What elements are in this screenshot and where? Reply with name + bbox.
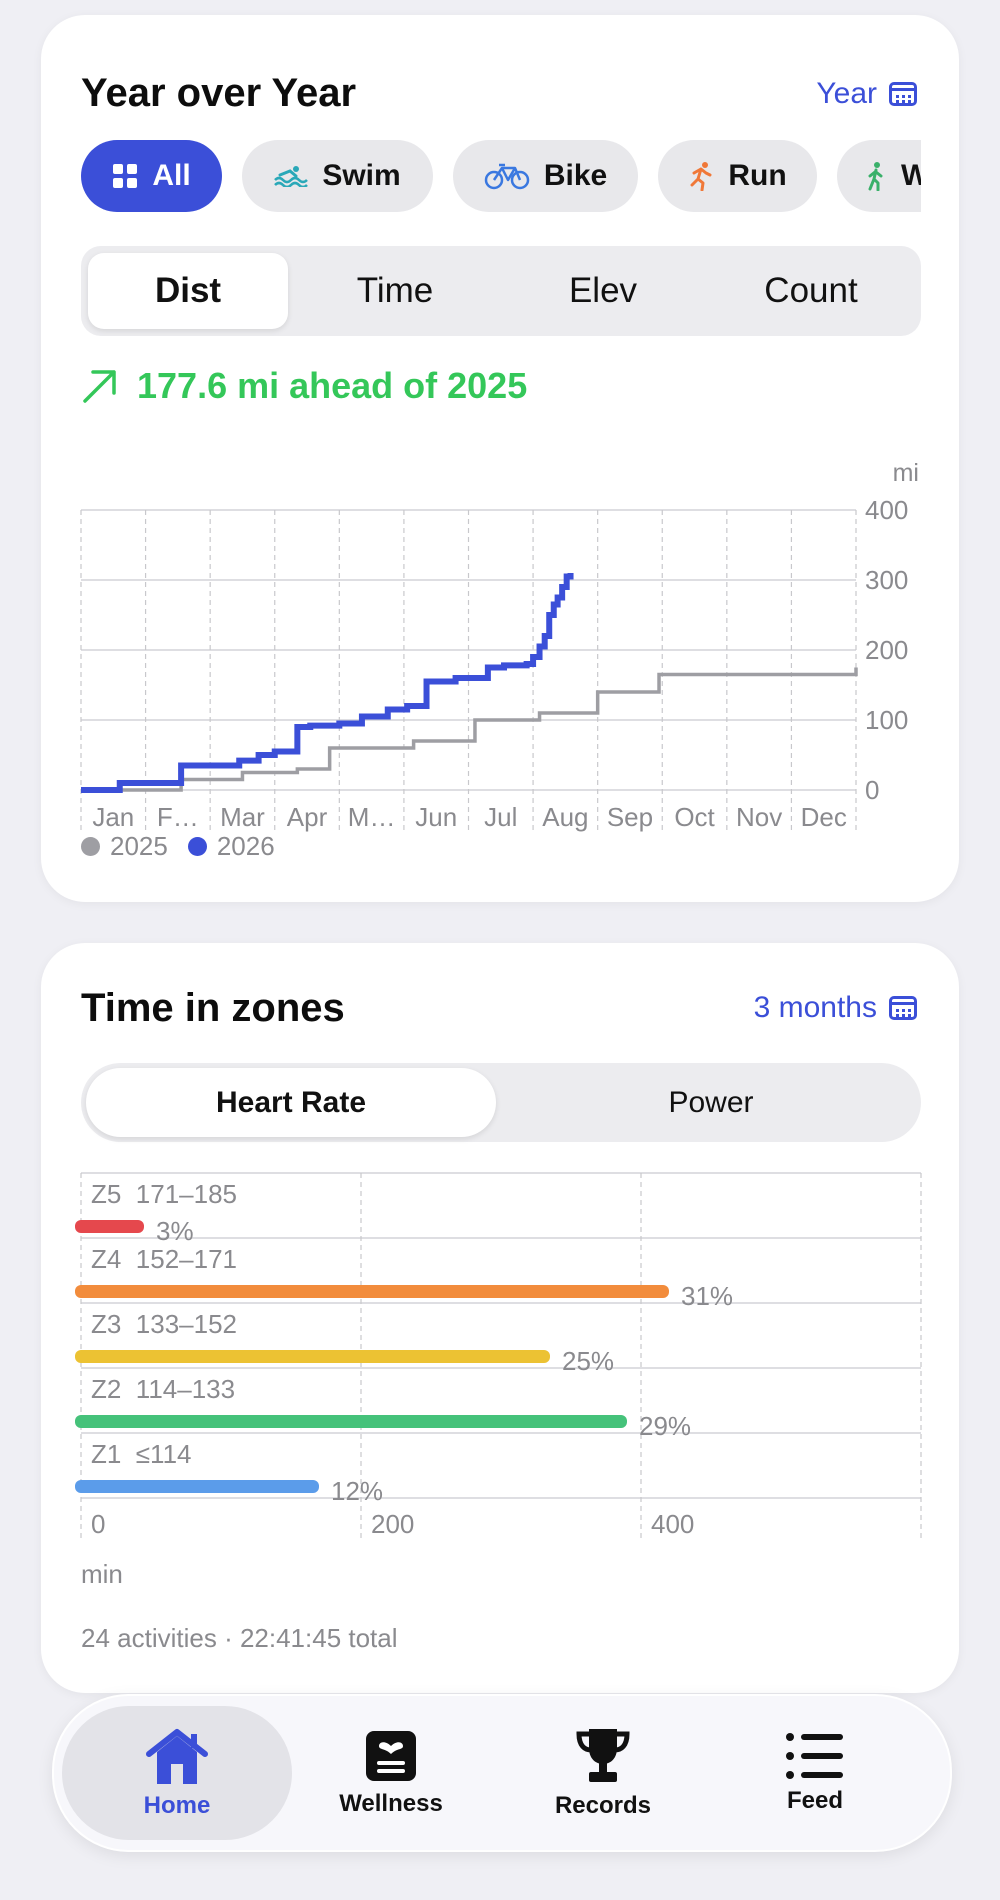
y-tick-label: 300	[865, 565, 908, 595]
tab-wellness[interactable]: Wellness	[276, 1706, 506, 1840]
x-tick-label: Nov	[736, 802, 782, 832]
sport-chip-label: Run	[728, 159, 787, 192]
x-tick-label: 400	[651, 1509, 694, 1539]
metric-segmented-control: Dist Time Elev Count	[81, 246, 921, 336]
x-tick-label: Sep	[607, 802, 653, 832]
year-over-year-chart: mi 0 100 200 300 400 Jan F… Mar Apr M… Jun Jul Aug Sep…	[80, 459, 919, 832]
x-tick-label: 0	[91, 1509, 105, 1539]
zone-bar	[75, 1220, 144, 1233]
x-tick-label: Jan	[92, 802, 134, 832]
zone-label: Z4 152–171	[91, 1244, 237, 1274]
tab-home[interactable]: Home	[62, 1706, 292, 1840]
zone-percent-label: 12%	[331, 1476, 383, 1506]
yoy-legend: 2025 2026	[81, 831, 275, 862]
zone-label: Z5 171–185	[91, 1179, 237, 1209]
yoy-title: Year over Year	[81, 71, 357, 115]
trophy-icon	[576, 1729, 630, 1782]
x-tick-label: Dec	[801, 802, 847, 832]
x-tick-label: 200	[371, 1509, 414, 1539]
x-tick-label: M…	[348, 802, 396, 832]
tab-label: Home	[143, 1792, 211, 1819]
zone-label: Z3 133–152	[91, 1309, 237, 1339]
grid-icon	[113, 164, 138, 188]
trend-up-arrow-icon	[83, 370, 116, 403]
y-unit-label: mi	[893, 459, 919, 487]
x-tick-label: Mar	[220, 802, 265, 832]
sport-chip-label: Bike	[543, 159, 608, 192]
yoy-range-button[interactable]: Year	[816, 77, 917, 111]
x-tick-label: Jul	[484, 802, 517, 832]
series-line-2026	[81, 573, 574, 793]
tab-label: Wellness	[339, 1790, 443, 1817]
metric-tab-time[interactable]: Time	[356, 271, 434, 310]
legend-item-2025: 2025	[81, 831, 168, 862]
zone-bar	[75, 1285, 669, 1298]
sport-chip-all[interactable]: All	[81, 140, 222, 212]
metric-tab-count[interactable]: Count	[764, 271, 858, 310]
legend-label-2026: 2026	[216, 831, 275, 861]
zone-mode-segmented-control: Heart Rate Power	[81, 1063, 921, 1142]
walk-icon	[868, 162, 883, 191]
mode-tab-heart-rate[interactable]: Heart Rate	[86, 1068, 496, 1137]
x-tick-label: Jun	[415, 802, 457, 832]
calendar-icon	[889, 996, 917, 1020]
x-tick-label: Oct	[674, 802, 715, 832]
zone-percent-label: 25%	[562, 1346, 614, 1376]
ahead-text: 177.6 mi ahead of 2025	[137, 365, 528, 406]
tab-records[interactable]: Records	[488, 1706, 718, 1840]
y-tick-label: 400	[865, 495, 908, 525]
zone-bar	[75, 1415, 627, 1428]
ahead-summary: 177.6 mi ahead of 2025	[81, 365, 527, 407]
year-over-year-card: Year over Year Year All Swim	[41, 15, 959, 902]
wellness-icon	[366, 1731, 416, 1781]
bottom-tab-bar: Home Wellness Records Feed	[52, 1694, 952, 1852]
legend-dot-2025	[81, 837, 100, 856]
bike-icon	[484, 163, 530, 190]
sport-chip-bike[interactable]: Bike	[453, 140, 638, 212]
zone-label: Z1 ≤114	[91, 1439, 192, 1469]
home-icon	[146, 1729, 208, 1784]
metric-tab-dist[interactable]: Dist	[88, 253, 288, 329]
sport-chip-run[interactable]: Run	[658, 140, 817, 212]
tab-label: Feed	[786, 1787, 843, 1814]
time-in-zones-card: Time in zones 3 months Heart Rate Power …	[41, 943, 959, 1693]
mode-tab-power[interactable]: Power	[668, 1085, 754, 1119]
y-tick-label: 100	[865, 705, 908, 735]
zone-label: Z2 114–133	[91, 1374, 235, 1404]
run-icon	[690, 162, 712, 191]
swim-icon	[274, 166, 309, 187]
y-tick-label: 200	[865, 635, 908, 665]
zones-summary: 24 activities · 22:41:45 total	[81, 1623, 398, 1653]
sport-chip-swim[interactable]: Swim	[242, 140, 433, 212]
zones-range-label: 3 months	[753, 991, 877, 1024]
zone-bar	[75, 1480, 319, 1493]
zone-percent-label: 31%	[681, 1281, 733, 1311]
zone-bar	[75, 1350, 550, 1363]
legend-label-2025: 2025	[110, 831, 168, 861]
sport-chip-label: All	[152, 159, 191, 192]
x-tick-label: F…	[157, 802, 199, 832]
zones-title: Time in zones	[81, 986, 345, 1030]
time-in-zones-chart: 0 200 400 Z5 171–185 3%Z4 152–171 31% Z3 133–1…	[75, 1172, 922, 1539]
zone-percent-label: 3%	[156, 1216, 194, 1246]
zone-percent-label: 29%	[639, 1411, 691, 1441]
tab-label: Records	[554, 1792, 652, 1819]
legend-item-2026: 2026	[187, 831, 275, 862]
x-tick-label: Apr	[287, 802, 328, 832]
sport-chip-walk[interactable]: W	[837, 140, 921, 212]
legend-dot-2026	[187, 837, 207, 856]
yoy-range-label: Year	[816, 77, 877, 110]
sport-filter: All Swim Bike Run	[81, 140, 921, 212]
metric-tab-elev[interactable]: Elev	[568, 271, 638, 310]
calendar-icon	[889, 82, 917, 106]
x-tick-label: Aug	[542, 802, 588, 832]
sport-chip-label: Swim	[322, 159, 401, 192]
tab-feed[interactable]: Feed	[700, 1706, 930, 1840]
zones-range-button[interactable]: 3 months	[754, 991, 917, 1025]
zones-unit-label: min	[81, 1559, 123, 1589]
sport-chip-label: W	[901, 159, 921, 192]
y-tick-label: 0	[865, 775, 879, 805]
list-icon	[786, 1733, 843, 1779]
